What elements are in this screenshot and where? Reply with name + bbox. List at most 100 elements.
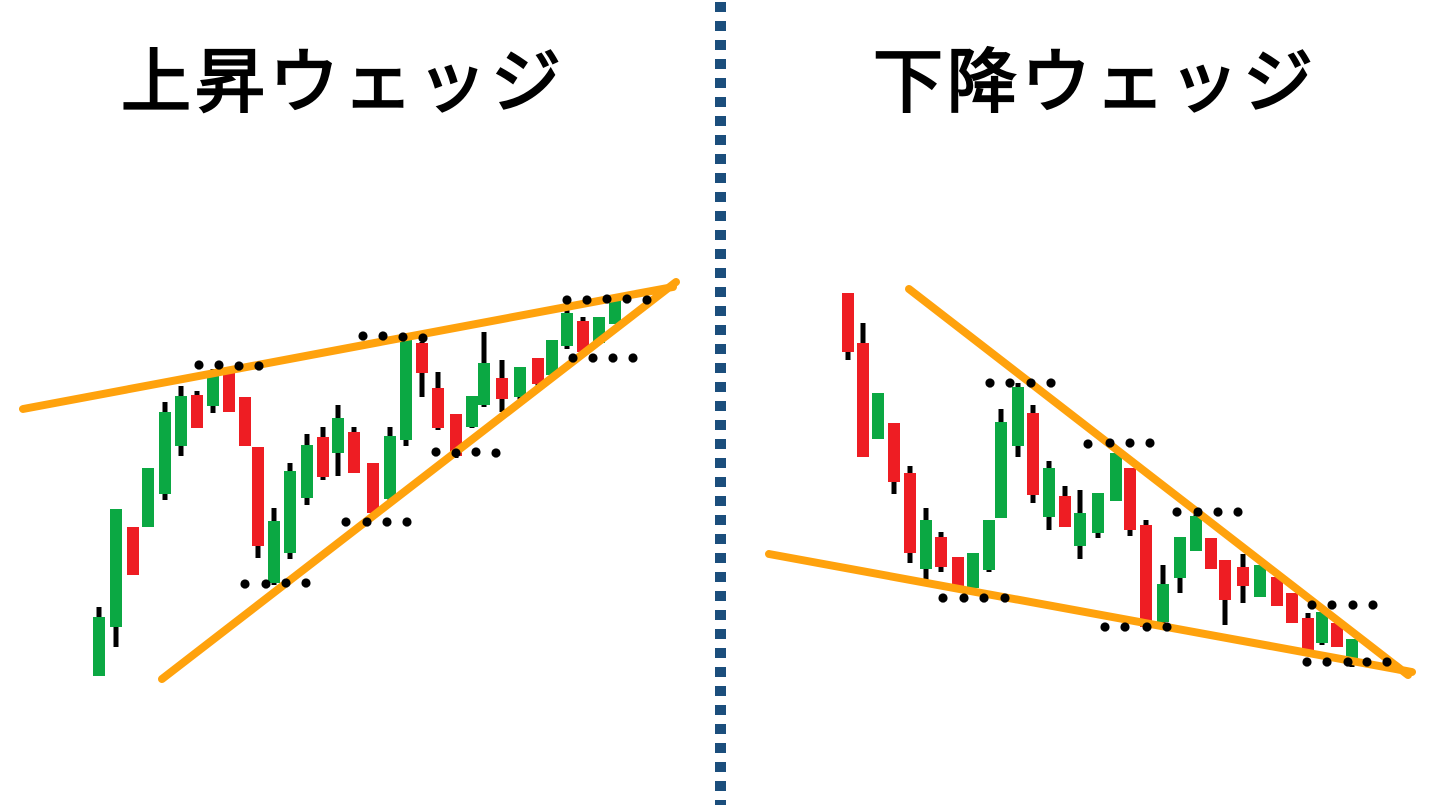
pivot-dot xyxy=(382,517,392,527)
candle-body xyxy=(400,338,412,440)
pivot-dot xyxy=(194,360,204,370)
pivot-dot xyxy=(568,353,578,363)
candle-wick-bottom xyxy=(938,567,944,572)
candle-body xyxy=(239,397,251,446)
candle-wick-top xyxy=(1305,613,1311,618)
pivot-dot xyxy=(1046,378,1056,388)
candle xyxy=(1271,577,1283,606)
candle-body xyxy=(384,436,396,499)
candle-wick-bottom xyxy=(1127,530,1133,536)
candle xyxy=(478,332,490,407)
candle-body xyxy=(110,509,122,627)
pivot-dot xyxy=(1172,507,1182,517)
candle-wick-top xyxy=(194,391,200,395)
candle-body xyxy=(1059,496,1071,527)
candle xyxy=(983,520,995,572)
trendline-resistance xyxy=(905,285,1412,679)
candle xyxy=(1316,612,1328,645)
candle-wick-bottom xyxy=(986,570,992,572)
pivot-dot xyxy=(1213,507,1223,517)
divider-dashed-line xyxy=(714,2,726,805)
pivot-dot xyxy=(1120,622,1130,632)
candle-wick-bottom xyxy=(481,405,487,407)
candle-wick-bottom xyxy=(499,399,505,412)
candle-wick-bottom xyxy=(271,583,277,585)
candle xyxy=(239,397,251,446)
candle-wick-top xyxy=(320,427,326,437)
candle xyxy=(1092,493,1104,538)
candle-wick-top xyxy=(162,402,168,412)
candle-body xyxy=(532,358,544,384)
candle-wick-top xyxy=(1046,461,1052,468)
pivot-dot xyxy=(471,447,481,457)
pivot-dot xyxy=(1233,507,1243,517)
candle xyxy=(1286,593,1298,623)
candle-body xyxy=(1124,468,1136,530)
candle-wick-top xyxy=(580,317,586,321)
pivot-dot xyxy=(1100,622,1110,632)
trendline-support xyxy=(765,550,1416,676)
candle-wick-bottom xyxy=(1319,643,1325,645)
candle xyxy=(609,300,621,324)
candle-body xyxy=(496,378,508,399)
pivot-dot xyxy=(1322,657,1332,667)
candle-wick-top xyxy=(435,372,441,388)
candle xyxy=(93,607,105,676)
candle-wick-bottom xyxy=(178,446,184,456)
candle-body xyxy=(268,521,280,583)
pivot-dot xyxy=(254,361,264,371)
pivot-dot xyxy=(214,360,224,370)
candle xyxy=(496,360,508,412)
candle-body xyxy=(577,321,589,352)
candle-body xyxy=(1027,413,1039,495)
candle-body xyxy=(1092,493,1104,533)
candle xyxy=(1124,468,1136,536)
candle-wick-top xyxy=(287,463,293,471)
candle-wick-bottom xyxy=(304,498,310,505)
pivot-dot xyxy=(418,333,428,343)
pivot-dot xyxy=(628,353,638,363)
pivot-dot xyxy=(562,295,572,305)
candle xyxy=(268,508,280,585)
trendline-resistance xyxy=(19,283,677,413)
candle-body xyxy=(1190,516,1202,551)
candle-body xyxy=(142,468,154,527)
candle-body xyxy=(1157,584,1169,622)
candle-body xyxy=(252,447,264,546)
candle xyxy=(1205,538,1217,569)
candle xyxy=(348,427,360,473)
chart-title-rising-wedge: 上昇ウェッジ xyxy=(121,43,565,121)
candle-body xyxy=(857,343,869,457)
candle-body xyxy=(127,527,139,575)
pivot-dot xyxy=(1327,600,1337,610)
candle xyxy=(1219,560,1231,625)
candle-body xyxy=(1237,567,1249,586)
candle xyxy=(995,409,1007,518)
candle xyxy=(1237,554,1249,603)
candle xyxy=(1012,383,1024,457)
pivot-dot xyxy=(358,331,368,341)
candle-body xyxy=(1205,538,1217,569)
candle-wick-bottom xyxy=(923,569,929,580)
candle-wick-bottom xyxy=(845,352,851,360)
candle-body xyxy=(1331,623,1343,647)
candle-body xyxy=(888,423,900,482)
candle xyxy=(1027,405,1039,503)
candle xyxy=(1140,520,1152,627)
candle-wick-bottom xyxy=(320,477,326,480)
candle-body xyxy=(1316,612,1328,643)
candle-wick-bottom xyxy=(1349,665,1355,667)
candle-wick-top xyxy=(178,386,184,396)
pivot-dot xyxy=(1005,378,1015,388)
candle-body xyxy=(301,445,313,498)
candle xyxy=(1157,565,1169,627)
pivot-dot xyxy=(588,353,598,363)
pivot-dot xyxy=(1362,657,1372,667)
candle xyxy=(159,402,171,500)
candle xyxy=(127,527,139,575)
candle-body xyxy=(466,396,478,427)
candle-body xyxy=(223,372,235,412)
candle-body xyxy=(332,418,344,453)
chart-rising-wedge xyxy=(19,278,680,683)
